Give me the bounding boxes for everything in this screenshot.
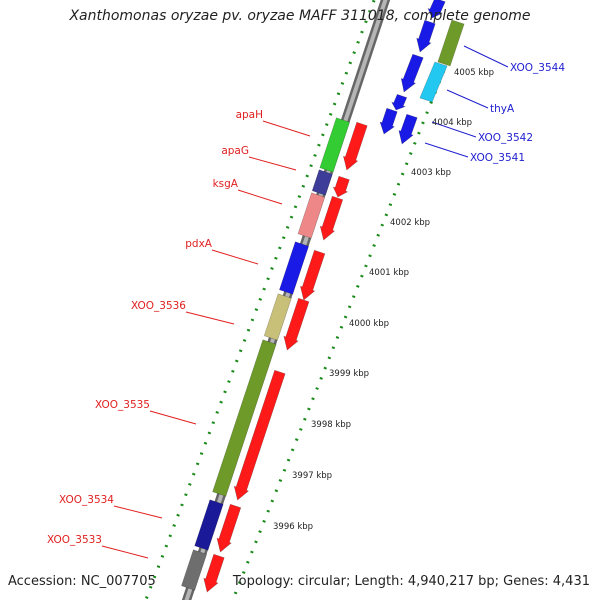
forward-orf-arrow-2 [332,175,350,198]
gene-leader-ksga [237,189,283,205]
genome-title: Xanthomonas oryzae pv. oryzae MAFF 31101… [69,8,531,24]
gene-block-thya [419,61,448,103]
kbp-tick-label: 4000 kbp [349,319,389,329]
forward-orf-arrow-1 [343,121,368,171]
forward-orf-arrow-6 [233,369,286,501]
gene-leader-pdxa [211,249,259,265]
gene-block-xoo-3533 [181,549,208,591]
gene-label-xoo-3542: XOO_3542 [478,132,533,144]
gene-label-ksga: ksgA [213,178,239,190]
forward-orf-arrow-3 [319,195,344,241]
left-tick-track [142,0,376,605]
gene-leader-apag [248,156,297,171]
kbp-tick-label: 3998 kbp [311,420,351,430]
kbp-ruler: 4005 kbp 4004 kbp 4003 kbp 4002 kbp 4001 kbp… [273,68,494,532]
gene-leader-xoo-3542 [431,121,477,138]
forward-orf-arrow-5 [283,297,310,351]
gene-block-xoo-3534 [194,499,224,551]
gene-label-apah: apaH [236,109,263,121]
gene-label-xoo-3534: XOO_3534 [59,494,114,506]
reverse-orf-arrow-2 [416,19,436,53]
kbp-tick-label: 4002 kbp [390,218,430,228]
kbp-tick-label: 4005 kbp [454,68,494,78]
kbp-tick-label: 3999 kbp [329,369,369,379]
gene-block-xoo-3536 [263,293,292,341]
gene-leader-apah [262,120,311,137]
gene-leader-xoo-3534 [113,505,163,519]
gene-label-xoo-3536: XOO_3536 [131,300,186,312]
gene-label-thya: thyA [490,103,515,115]
gene-block-apah [319,117,351,173]
kbp-tick-label: 4004 kbp [432,118,472,128]
reverse-orf-arrow-5 [379,107,398,135]
gene-callouts: apaH apaG ksgA pdxA XOO_3536 XOO_3535 XOO_3534… [47,45,565,559]
gene-label-pdxa: pdxA [185,238,213,250]
topology-summary: Topology: circular; Length: 4,940,217 bp… [232,574,590,589]
left-gene-blocks [181,117,351,591]
kbp-tick-label: 4003 kbp [411,168,451,178]
gene-leader-xoo-3541 [424,142,469,158]
gene-label-xoo-3535: XOO_3535 [95,399,150,411]
gene-label-xoo-3544: XOO_3544 [510,62,565,74]
gene-leader-xoo-3536 [185,311,235,325]
forward-orf-arrow-8 [203,553,225,593]
gene-block-apag [311,169,333,196]
reverse-orf-arrow-3 [400,53,424,93]
forward-orf-arrow-7 [216,503,242,553]
gene-block-pdxa [279,241,309,295]
kbp-tick-label: 4001 kbp [369,268,409,278]
gene-leader-xoo-3535 [149,410,197,425]
gene-leader-xoo-3533 [101,545,149,559]
gene-label-apag: apaG [221,145,249,157]
gene-block-xoo-3544 [437,19,465,67]
forward-orf-arrow-4 [299,249,326,301]
gene-label-xoo-3541: XOO_3541 [470,152,525,164]
gene-leader-xoo-3544 [463,45,509,68]
gene-block-ksga [297,192,326,239]
orf-arrows [203,0,446,593]
reverse-orf-arrow-4 [391,94,408,111]
accession-label: Accession: NC_007705 [8,574,156,589]
kbp-tick-label: 3997 kbp [292,471,332,481]
gene-block-xoo-3535 [212,339,277,497]
reverse-orf-arrow-1 [427,0,446,19]
reverse-orf-arrow-6 [398,113,418,145]
right-gene-blocks [419,19,465,103]
gene-leader-thya [446,89,489,109]
tick-dots [142,0,462,605]
kbp-tick-label: 3996 kbp [273,522,313,532]
gene-label-xoo-3533: XOO_3533 [47,534,102,546]
